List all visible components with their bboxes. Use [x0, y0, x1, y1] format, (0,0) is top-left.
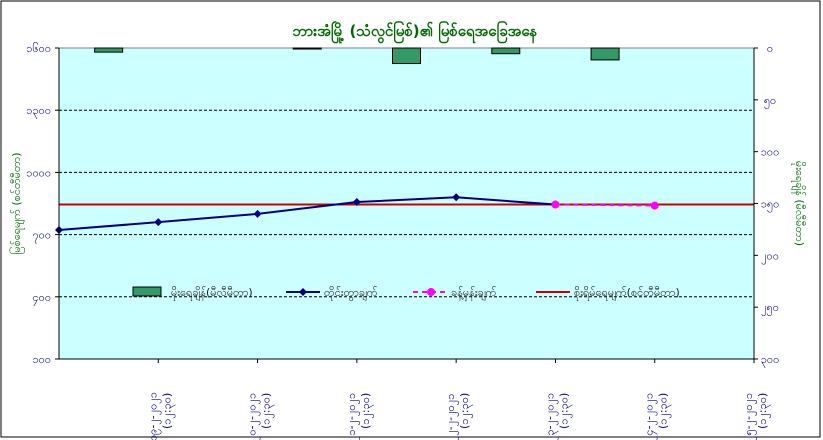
- x-tick-label: ၂၅-၂-၂၀၂၁ (၁၂:၃၀): [742, 393, 771, 440]
- y-left-tick-label: ၁၀၀၀: [26, 166, 51, 179]
- rainfall-bar: [491, 47, 521, 55]
- legend-label: တိုင်းတွာချက်: [324, 286, 378, 301]
- rainfall-bar: [392, 47, 421, 65]
- left-axis-ticks: ၁၀၀ ၄၀၀ ၇၀၀ ၁၀၀၀ ၁၃၀၀ ၁၆၀၀: [26, 42, 60, 366]
- x-tick-label: ၂၁-၂-၂၀၂၁ (၁၂:၃၀): [345, 393, 374, 440]
- y-left-tick-label: ၁၆၀၀: [26, 42, 51, 55]
- legend-marker: [299, 288, 307, 296]
- x-tick-time: (၁၂:၃၀): [359, 393, 374, 429]
- grid-lines: [59, 109, 754, 298]
- x-tick-time: (၁၂:၃၀): [657, 393, 672, 429]
- rainfall-bar: [590, 47, 620, 61]
- x-tick-date: ၂၀-၂-၂၀၂၁: [246, 393, 261, 440]
- x-tick-date: ၁၉-၂-၂၀၂၁: [146, 392, 161, 440]
- legend-marker: [427, 288, 435, 296]
- x-tick-label: ၂၂-၂-၂၀၂၁ (၁၂:၃၀): [444, 393, 473, 440]
- rainfall-bar: [292, 47, 322, 50]
- forecast-point: [551, 200, 560, 209]
- y-axis-left-label: မြစ်ရေမျက် (စင်တီမီတာ): [9, 153, 25, 255]
- x-tick-time: (၁၂:၃၀): [557, 393, 572, 429]
- observed-point: [352, 198, 361, 207]
- legend-swatch: [132, 286, 162, 297]
- y-left-tick-label: ၇၀၀: [32, 229, 51, 244]
- y-left-tick-label: ၄၀၀: [32, 291, 51, 306]
- x-tick-time: (၁၂:၃၀): [260, 393, 275, 429]
- rainfall-bar: [94, 47, 124, 53]
- legend-label: ခန့်မှန်းချက်: [451, 286, 497, 301]
- legend-label: မိုးရေချိန်(မီလီမီတာ): [171, 286, 253, 301]
- x-tick-label: ၂၃-၂-၂၀၂၁ (၁၂:၃၀): [543, 393, 572, 440]
- x-tick-label: ၁၉-၂-၂၀၂၁ (၁၂:၃၀): [146, 392, 175, 440]
- y-axis-right-label: မိုးရေချိန် (မီလီမီတာ): [791, 161, 806, 246]
- x-tick-time: (၁၂:၃၀): [756, 393, 771, 429]
- observed-point: [253, 209, 262, 218]
- y-right-tick-label: ၁၀၀: [761, 146, 780, 159]
- y-right-tick-label: ၀: [767, 42, 773, 55]
- x-tick-date: ၂၂-၂-၂၀၂၁: [444, 394, 459, 440]
- x-tick-time: (၁၂:၃၀): [458, 393, 473, 429]
- legend-label: စိုးရိမ်ရေမျက်(စင်တီမီတာ): [574, 286, 680, 301]
- observed-line: [58, 196, 556, 232]
- y-right-tick-label: ၅၀: [764, 94, 776, 109]
- x-tick-label: ၂၄-၂-၂၀၂၁ (၁၂:၃၀): [643, 393, 672, 440]
- y-left-tick-label: ၁၀၀: [32, 353, 51, 366]
- x-axis-ticks: ၁၉-၂-၂၀၂၁ (၁၂:၃၀) ၂၀-၂-၂၀၂၁ (၁၂:၃၀) ၂၁-၂-၂၀၂…: [59, 358, 771, 440]
- rainfall-bars: [94, 47, 620, 65]
- y-right-tick-label: ၂၅၀: [761, 301, 779, 316]
- observed-point: [154, 218, 163, 227]
- observed-point: [452, 193, 461, 202]
- x-tick-label: ၂၀-၂-၂၀၂၁ (၁၂:၃၀): [246, 393, 275, 440]
- forecast-line: [555, 203, 655, 207]
- x-tick-date: ၂၅-၂-၂၀၂၁: [742, 393, 757, 440]
- y-right-tick-label: ၃၀၀: [761, 353, 780, 368]
- plot-area: [58, 47, 755, 360]
- x-tick-date: ၂၄-၂-၂၀၂၁: [643, 393, 658, 440]
- x-tick-date: ၂၁-၂-၂၀၂၁: [345, 393, 360, 440]
- x-tick-date: ၂၃-၂-၂၀၂၁: [543, 393, 558, 440]
- y-left-tick-label: ၁၃၀၀: [26, 104, 51, 119]
- x-tick-time: (၁၂:၃၀): [160, 393, 175, 429]
- forecast-point: [650, 201, 659, 210]
- y-right-tick-label: ၁၅၀: [761, 198, 780, 213]
- y-right-tick-label: ၂၀၀: [761, 249, 779, 264]
- legend: မိုးရေချိန်(မီလီမီတာ) တိုင်းတွာချက် ခန့်မှ…: [132, 286, 680, 301]
